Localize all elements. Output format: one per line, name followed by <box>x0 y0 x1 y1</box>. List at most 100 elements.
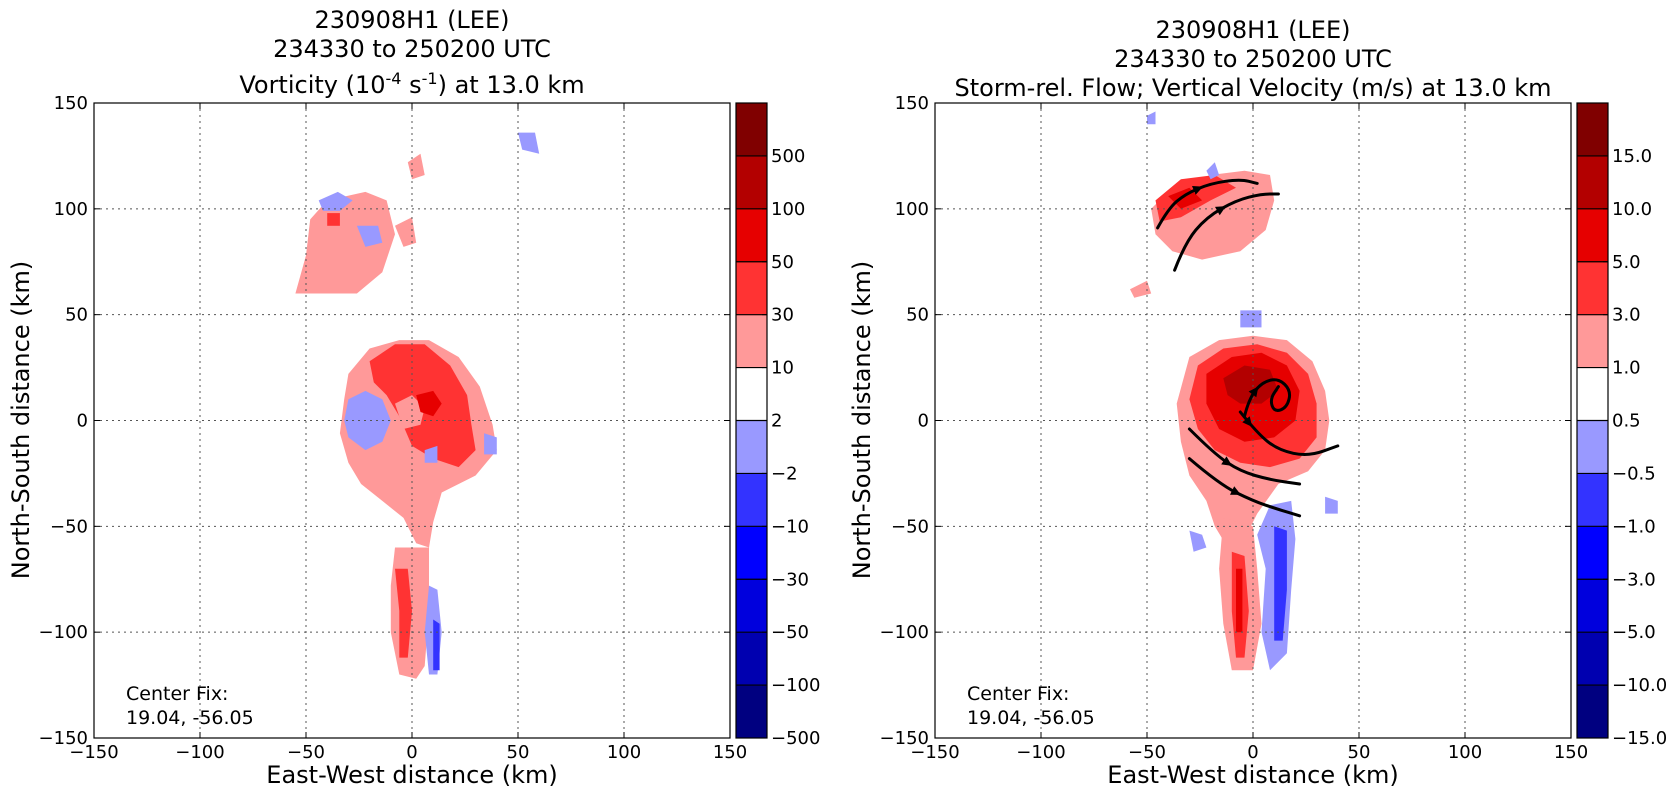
colorbar-level-label: 5.0 <box>1612 252 1641 273</box>
colorbar-level-label: 3.0 <box>1612 305 1641 326</box>
title-suffix: ) at 13.0 km <box>438 71 585 99</box>
colorbar-swatch-2 <box>736 579 767 633</box>
colorbar-level-label: 1.0 <box>1612 358 1641 379</box>
colorbar-swatch-7 <box>1577 314 1608 369</box>
contour-region-3 <box>1130 280 1152 298</box>
center-fix-coords: 19.04, -56.05 <box>126 707 254 729</box>
contour-region-17 <box>433 619 440 671</box>
colorbar-swatch-9 <box>1577 208 1608 263</box>
velocity-title-line-2: 234330 to 250200 UTC <box>1114 45 1392 73</box>
x-tick-label: −150 <box>910 742 959 763</box>
x-tick-label: 50 <box>1348 742 1371 763</box>
contour-region-4 <box>1147 111 1156 125</box>
colorbar-swatch-2 <box>1577 579 1608 633</box>
center-fix-label: Center Fix: <box>126 683 228 705</box>
vorticity-panel: 230908H1 (LEE) 234330 to 250200 UTC Vort… <box>7 6 820 789</box>
streamline-arrowhead-3 <box>1221 456 1233 466</box>
x-tick-label: −100 <box>1016 742 1065 763</box>
colorbar-swatch-4 <box>1577 473 1608 527</box>
y-tick-label: 100 <box>54 199 88 220</box>
contour-region-17 <box>1325 496 1338 514</box>
vertical-velocity-panel: 230908H1 (LEE) 234330 to 250200 UTC Stor… <box>848 16 1667 789</box>
storm-relative-streamlines <box>1156 178 1340 518</box>
x-tick-label: −50 <box>1128 742 1166 763</box>
colorbar-swatch-8 <box>1577 261 1608 316</box>
vertical-velocity-ticks: −150 −100 −50 0 50 100 150 −150 −100 −50 0 50 100 150 <box>880 93 1589 763</box>
colorbar-swatch-10 <box>736 155 767 210</box>
contour-region-12 <box>424 445 438 463</box>
streamline-arrowhead-1 <box>1215 206 1226 216</box>
colorbar-swatch-6 <box>736 367 767 421</box>
colorbar-level-label: −50 <box>771 622 809 643</box>
x-tick-label: 50 <box>507 742 530 763</box>
colorbar-swatch-10 <box>1577 155 1608 210</box>
colorbar-swatch-0 <box>736 685 767 739</box>
contour-region-8 <box>344 390 391 451</box>
colorbar-swatch-4 <box>736 473 767 527</box>
streamline-4 <box>1187 457 1302 518</box>
y-tick-label: −100 <box>39 622 88 643</box>
colorbar-level-label: 100 <box>771 199 805 220</box>
x-tick-label: −150 <box>69 742 118 763</box>
contour-region-5 <box>1206 162 1220 180</box>
streamline-2 <box>1238 410 1340 457</box>
colorbar-swatch-11 <box>1577 103 1608 157</box>
colorbar-level-label: 0.5 <box>1612 411 1641 432</box>
contour-region-0 <box>295 191 395 294</box>
colorbar-level-label: −10 <box>771 516 809 537</box>
title-prefix: Vorticity (10 <box>239 71 385 99</box>
contour-region-12 <box>1274 526 1287 641</box>
vorticity-contours <box>295 132 540 679</box>
colorbar-swatch-7 <box>736 314 767 369</box>
colorbar-swatch-3 <box>736 526 767 580</box>
colorbar-swatch-9 <box>736 208 767 263</box>
contour-region-11 <box>416 390 442 417</box>
vorticity-x-axis-label: East-West distance (km) <box>266 761 557 789</box>
streamline-arrowhead-2 <box>1242 416 1253 427</box>
streamline-arrowhead-5 <box>1248 386 1259 398</box>
contour-region-2 <box>356 225 383 247</box>
y-tick-label: 50 <box>906 305 929 326</box>
colorbar-level-label: −2 <box>771 463 798 484</box>
colorbar-swatch-1 <box>736 632 767 686</box>
y-tick-label: 100 <box>895 199 929 220</box>
velocity-title-line-3: Storm-rel. Flow; Vertical Velocity (m/s)… <box>955 74 1552 102</box>
vorticity-title-line-2: 234330 to 250200 UTC <box>273 35 551 63</box>
contour-region-15 <box>395 568 412 658</box>
contour-region-3 <box>327 213 340 226</box>
velocity-y-axis-label: North-South distance (km) <box>848 261 876 580</box>
title-mid: s <box>401 71 421 99</box>
colorbar-swatch-6 <box>1577 367 1608 421</box>
contour-region-16 <box>1189 530 1207 552</box>
colorbar-swatch-5 <box>736 420 767 474</box>
colorbar-level-label: −3.0 <box>1612 569 1656 590</box>
x-tick-label: −50 <box>287 742 325 763</box>
colorbar-swatch-3 <box>1577 526 1608 580</box>
center-fix-coords: 19.04, -56.05 <box>967 707 1095 729</box>
contour-region-1 <box>318 191 353 211</box>
streamline-arrowhead-4 <box>1230 486 1241 495</box>
y-tick-label: −150 <box>880 728 929 749</box>
y-tick-label: 0 <box>918 411 929 432</box>
vorticity-title-line-1: 230908H1 (LEE) <box>315 6 510 34</box>
x-tick-label: 100 <box>607 742 641 763</box>
contour-region-10 <box>1240 310 1262 328</box>
colorbar-level-label: 2 <box>771 411 782 432</box>
y-tick-label: −100 <box>880 622 929 643</box>
contour-region-10 <box>395 395 425 429</box>
colorbar-level-label: 10 <box>771 358 794 379</box>
vertical-velocity-colorbar: −15.0 −10.0 −5.0 −3.0 −1.0 −0.5 0.5 1.0 3.0 5.0 10… <box>1576 102 1667 749</box>
contour-region-6 <box>518 132 540 154</box>
colorbar-swatch-5 <box>1577 420 1608 474</box>
colorbar-level-label: 50 <box>771 252 794 273</box>
y-tick-label: −50 <box>891 516 929 537</box>
colorbar-level-label: 500 <box>771 146 805 167</box>
colorbar-swatch-1 <box>1577 632 1608 686</box>
y-tick-label: 50 <box>65 305 88 326</box>
colorbar-level-label: −500 <box>771 728 820 749</box>
streamline-arrowhead-0 <box>1192 186 1203 195</box>
colorbar-level-label: −15.0 <box>1612 728 1667 749</box>
contour-region-15 <box>1236 568 1243 633</box>
velocity-x-axis-label: East-West distance (km) <box>1107 761 1398 789</box>
